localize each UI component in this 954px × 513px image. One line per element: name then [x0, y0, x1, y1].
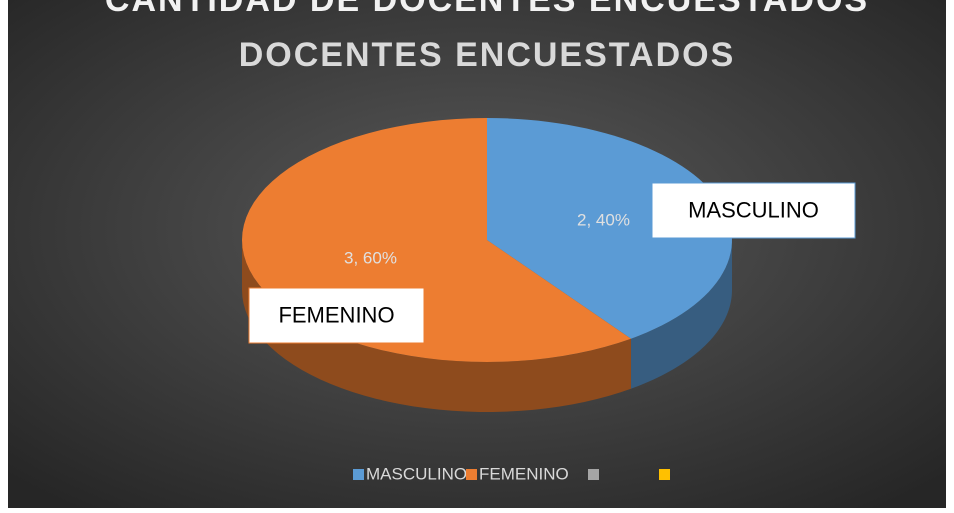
data-label: 3, 60%: [344, 248, 397, 267]
category-label: MASCULINO: [688, 197, 819, 222]
slice-side: [631, 240, 732, 389]
category-label: FEMENINO: [278, 302, 394, 327]
slice-side: [242, 240, 632, 412]
legend-swatch: [588, 469, 599, 480]
pie: [242, 118, 732, 412]
legend-swatch: [353, 469, 364, 480]
legend-label: MASCULINO: [366, 464, 467, 483]
slice: [487, 118, 732, 339]
legend-label: FEMENINO: [479, 464, 569, 483]
data-label: 2, 40%: [577, 211, 630, 230]
callout-box: [651, 182, 856, 239]
legend-swatch: [466, 469, 477, 480]
callout-box: [248, 287, 425, 344]
chart-header: CANTIDAD DE DOCENTES ENCUESTADOS: [105, 0, 869, 19]
chart-title: DOCENTES ENCUESTADOS: [239, 36, 736, 74]
legend-swatch: [659, 469, 670, 480]
labels: 2, 40% 3, 60% MASCULINO FEMENINO: [248, 182, 856, 344]
legend: MASCULINO FEMENINO: [353, 464, 670, 483]
